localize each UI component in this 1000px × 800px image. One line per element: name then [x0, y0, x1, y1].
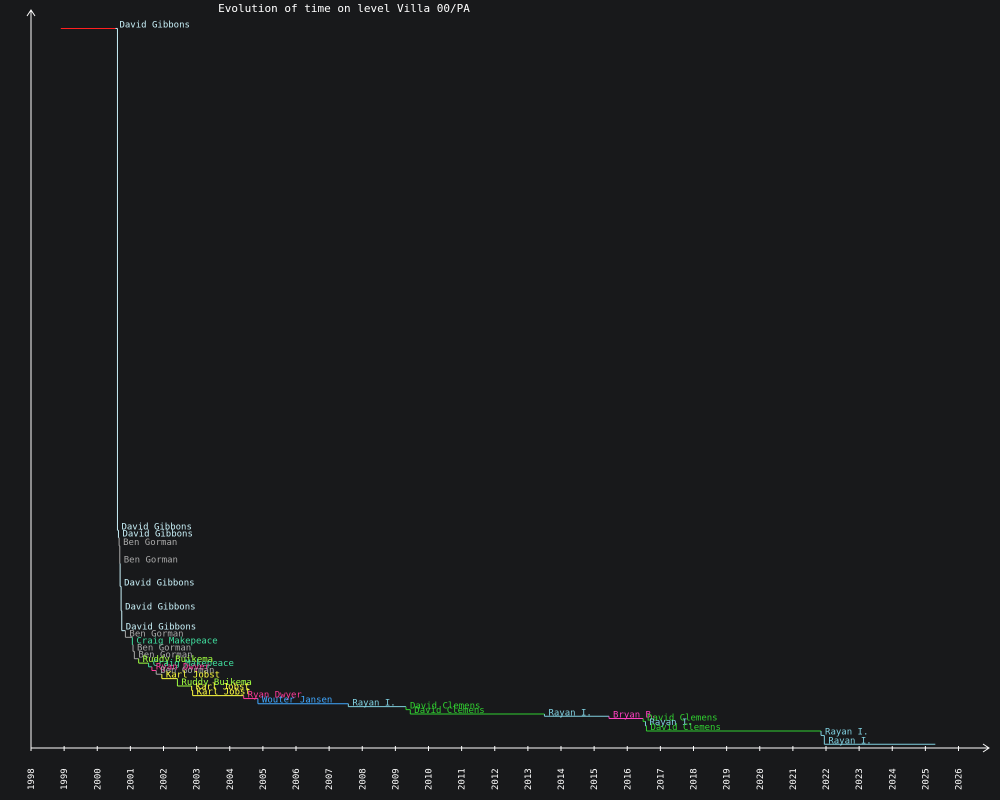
- holder-label: Rayan I.: [352, 699, 395, 709]
- holder-label: Rayan I.: [548, 708, 591, 718]
- holder-label: Rayan I.: [828, 736, 871, 746]
- record-steps: [60, 27, 936, 745]
- holder-label: Ben Gorman: [137, 643, 191, 653]
- axes: [26, 9, 990, 753]
- holder-label: Rayan I.: [825, 727, 868, 737]
- holder-label: David Clemens: [650, 723, 720, 733]
- holder-label: Ben Gorman: [123, 538, 177, 548]
- holder-label: David Clemens: [410, 702, 480, 712]
- x-tick-label: 2026: [955, 768, 965, 790]
- x-tick-label: 2000: [93, 768, 103, 790]
- x-tick-label: 2018: [690, 768, 700, 790]
- holder-label: Ben Gorman: [129, 629, 183, 639]
- holder-label: Ruddy Buikema: [181, 678, 251, 688]
- x-tick-label: 2020: [756, 768, 766, 790]
- holder-label: David Gibbons: [122, 530, 192, 540]
- chart-title: Evolution of time on level Villa 00/PA: [218, 2, 470, 15]
- x-tick-label: 2021: [789, 768, 799, 790]
- holder-label: David Gibbons: [121, 522, 191, 532]
- holder-label: Karl Jobst: [197, 688, 251, 698]
- holder-label: Ruddy Buikema: [143, 655, 213, 665]
- x-tick-label: 2001: [126, 768, 136, 790]
- x-tick-label: 2024: [888, 768, 898, 790]
- x-axis-ticks: 1998 1999 2000 2001 2002 2003 2004 2005 2006 2007…: [27, 746, 965, 790]
- x-tick-label: 2015: [590, 768, 600, 790]
- x-tick-label: 2017: [656, 768, 666, 790]
- x-tick-label: 2022: [822, 768, 832, 790]
- x-tick-label: 2009: [391, 768, 401, 790]
- holder-label: Ben Gorman: [138, 651, 192, 661]
- x-tick-label: 1999: [60, 768, 70, 790]
- x-tick-label: 2019: [723, 768, 733, 790]
- x-tick-label: 2025: [921, 768, 931, 790]
- holder-label: David Gibbons: [126, 623, 196, 633]
- holder-label: David Gibbons: [125, 603, 195, 613]
- y-axis-arrow: [26, 9, 36, 17]
- holder-label: Ryan Dwyer: [248, 691, 303, 701]
- holder-label: David Gibbons: [119, 20, 189, 30]
- x-tick-label: 2007: [325, 768, 335, 790]
- x-tick-label: 2014: [557, 768, 567, 790]
- x-tick-label: 2012: [491, 768, 501, 790]
- holder-label: Rayan I.: [649, 718, 692, 728]
- x-tick-label: 2010: [425, 768, 435, 790]
- x-axis-arrow: [982, 743, 990, 753]
- holder-label: Ben Gorman: [160, 666, 214, 676]
- x-tick-label: 1998: [27, 768, 37, 790]
- x-tick-label: 2005: [259, 768, 269, 790]
- holder-label: Wouter Jansen: [262, 696, 332, 706]
- x-tick-label: 2002: [160, 768, 170, 790]
- holder-label: David Clemens: [414, 706, 484, 716]
- x-tick-label: 2023: [855, 768, 865, 790]
- holder-label: Karl Jobst: [166, 671, 220, 681]
- holder-label: David Clemens: [647, 713, 717, 723]
- holder-label: Ryan Dwyer: [156, 663, 211, 673]
- x-tick-label: 2004: [226, 768, 236, 790]
- x-tick-label: 2006: [292, 768, 302, 790]
- x-tick-label: 2008: [358, 768, 368, 790]
- holder-label: Karl Jobst: [196, 682, 250, 692]
- x-tick-label: 2011: [458, 768, 468, 790]
- x-tick-label: 2016: [623, 768, 633, 790]
- x-tick-label: 2003: [193, 768, 203, 790]
- holder-label: David Gibbons: [124, 578, 194, 588]
- holder-label: Bryan B.: [613, 710, 656, 720]
- x-tick-label: 2013: [524, 768, 534, 790]
- holder-label: Ben Gorman: [124, 556, 178, 566]
- holder-label: Craig Makepeace: [136, 637, 217, 647]
- holder-label: Craig Makepeace: [153, 659, 234, 669]
